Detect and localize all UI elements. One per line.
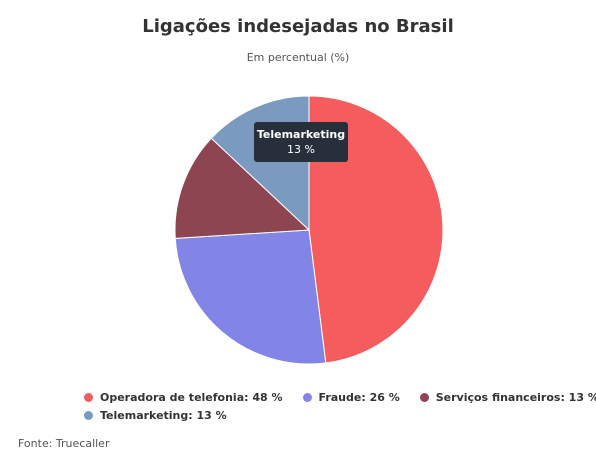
chart-source: Fonte: Truecaller bbox=[18, 437, 110, 450]
legend-item-telemarketing[interactable]: Telemarketing: 13 % bbox=[84, 409, 227, 422]
slice-fraude[interactable] bbox=[174, 229, 327, 365]
tooltip-title: Telemarketing bbox=[256, 128, 346, 141]
legend-swatch-servicos bbox=[419, 392, 429, 402]
legend-label-telemarketing: Telemarketing: 13 % bbox=[100, 408, 227, 422]
legend-item-operadora[interactable]: Operadora de telefonia: 48 % bbox=[84, 391, 283, 404]
legend-item-fraude[interactable]: Fraude: 26 % bbox=[302, 390, 400, 404]
pie-slices bbox=[174, 95, 444, 365]
slice-operadora[interactable] bbox=[308, 95, 444, 364]
legend-label-fraude: Fraude: 26 % bbox=[318, 390, 400, 404]
legend-label-servicos: Serviços financeiros: 13 % bbox=[435, 390, 596, 404]
chart-title: Ligações indesejadas no Brasil bbox=[142, 16, 454, 37]
legend-swatch-fraude bbox=[302, 392, 312, 402]
legend-swatch-telemarketing bbox=[84, 410, 93, 420]
tooltip-value: 13 % bbox=[287, 143, 315, 156]
chart-subtitle: Em percentual (%) bbox=[246, 51, 350, 64]
legend-label-operadora: Operadora de telefonia: 48 % bbox=[100, 390, 283, 404]
slice-servicos[interactable] bbox=[174, 137, 311, 239]
legend-swatch-operadora bbox=[84, 392, 93, 402]
legend-row: Operadora de telefonia: 48 % Fraude: 26 … bbox=[84, 389, 596, 405]
legend-item-servicos[interactable]: Serviços financeiros: 13 % bbox=[419, 390, 596, 404]
legend-row: Telemarketing: 13 % bbox=[84, 407, 564, 423]
chart-tooltip: Telemarketing 13 % bbox=[254, 122, 348, 162]
chart-legend: Operadora de telefonia: 48 % Fraude: 26 … bbox=[84, 389, 596, 425]
